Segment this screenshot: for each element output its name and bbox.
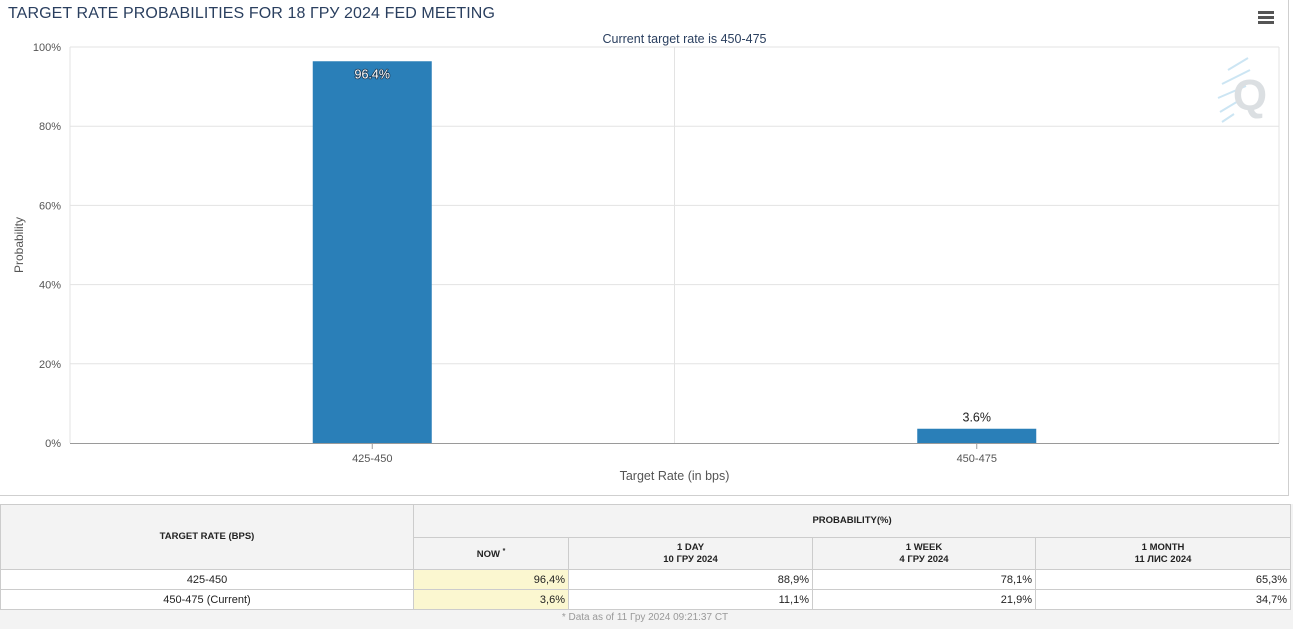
chart-subtitle: Current target rate is 450-475 [603, 32, 767, 46]
row-1-month: 65,3% [1034, 569, 1292, 590]
row-now: 96,4% [413, 569, 569, 590]
probability-table-panel: TARGET RATE (BPS) PROBABILITY(%) NOW * 1… [0, 504, 1293, 629]
x-axis-title: Target Rate (in bps) [620, 469, 730, 483]
data-label: 3.6% [963, 411, 992, 425]
y-tick-label: 80% [39, 121, 61, 133]
table-row: 450-475 (Current) 3,6% 11,1% 21,9% 34,7% [0, 589, 1292, 610]
row-now: 3,6% [413, 589, 569, 610]
probability-table: TARGET RATE (BPS) PROBABILITY(%) NOW * 1… [0, 504, 1292, 610]
bar-450-475 [917, 428, 1037, 443]
header-target-rate: TARGET RATE (BPS) [0, 504, 414, 570]
y-tick-label: 0% [45, 438, 61, 450]
page-title: TARGET RATE PROBABILITIES FOR 18 ГРУ 202… [8, 5, 496, 22]
y-tick-label: 40% [39, 280, 61, 292]
row-1-day: 88,9% [568, 569, 813, 590]
row-rate: 450-475 (Current) [0, 589, 414, 610]
bar-425-450 [312, 61, 432, 443]
header-1-week: 1 WEEK 4 ГРУ 2024 [812, 537, 1036, 570]
table-row: 425-450 96,4% 88,9% 78,1% 65,3% [0, 569, 1292, 590]
header-probability: PROBABILITY(%) [412, 504, 1292, 538]
watermark-logo: Q [1217, 57, 1267, 123]
data-label: 96.4% [355, 67, 390, 81]
row-1-week: 78,1% [812, 569, 1036, 590]
bar-chart: Current target rate is 450-475 0% 20% 40% 60… [12, 32, 1280, 483]
header-1-day: 1 DAY 10 ГРУ 2024 [568, 537, 813, 570]
x-tick-label: 450-475 [957, 453, 997, 465]
header-now: NOW * [413, 537, 569, 570]
data-timestamp-footnote: * Data as of 11 Гру 2024 09:21:37 CT [561, 612, 729, 623]
x-tick-label: 425-450 [352, 453, 392, 465]
header-1-month: 1 MONTH 11 ЛИС 2024 [1034, 537, 1292, 570]
y-tick-label: 60% [39, 200, 61, 212]
y-tick-label: 20% [39, 359, 61, 371]
y-axis-title: Probability [12, 217, 26, 273]
row-1-week: 21,9% [812, 589, 1036, 610]
row-1-month: 34,7% [1034, 589, 1292, 610]
y-tick-label: 100% [33, 42, 61, 54]
chart-panel: TARGET RATE PROBABILITIES FOR 18 ГРУ 202… [0, 0, 1289, 496]
row-1-day: 11,1% [568, 589, 813, 610]
row-rate: 425-450 [0, 569, 414, 590]
svg-text:Q: Q [1233, 71, 1267, 120]
hamburger-menu-icon[interactable] [1256, 9, 1276, 27]
